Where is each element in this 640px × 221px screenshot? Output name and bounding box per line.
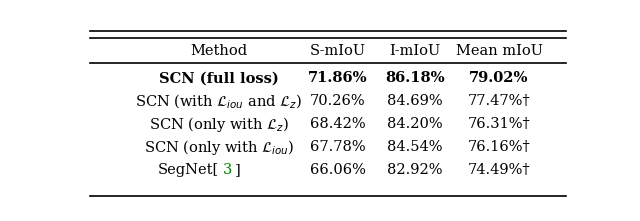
Text: 77.47%†: 77.47%† xyxy=(468,94,531,108)
Text: 84.20%: 84.20% xyxy=(387,117,443,131)
Text: 71.86%: 71.86% xyxy=(308,71,368,86)
Text: Mean mIoU: Mean mIoU xyxy=(456,44,543,58)
Text: 66.06%: 66.06% xyxy=(310,163,366,177)
Text: 84.54%: 84.54% xyxy=(387,140,442,154)
Text: 76.16%†: 76.16%† xyxy=(468,140,531,154)
Text: 82.92%: 82.92% xyxy=(387,163,442,177)
Text: 86.18%: 86.18% xyxy=(385,71,445,86)
Text: I-mIoU: I-mIoU xyxy=(389,44,440,58)
Text: 67.78%: 67.78% xyxy=(310,140,365,154)
Text: 3: 3 xyxy=(223,163,232,177)
Text: SCN (full loss): SCN (full loss) xyxy=(159,71,279,86)
Text: 76.31%†: 76.31%† xyxy=(468,117,531,131)
Text: SCN (only with $\mathcal{L}_{iou}$): SCN (only with $\mathcal{L}_{iou}$) xyxy=(144,138,294,157)
Text: SegNet[: SegNet[ xyxy=(157,163,219,177)
Text: SCN (with $\mathcal{L}_{iou}$ and $\mathcal{L}_z$): SCN (with $\mathcal{L}_{iou}$ and $\math… xyxy=(135,92,303,110)
Text: 79.02%: 79.02% xyxy=(469,71,529,86)
Text: SCN (only with $\mathcal{L}_z$): SCN (only with $\mathcal{L}_z$) xyxy=(149,115,289,134)
Text: Method: Method xyxy=(190,44,248,58)
Text: S-mIoU: S-mIoU xyxy=(310,44,366,58)
Text: 70.26%: 70.26% xyxy=(310,94,365,108)
Text: 84.69%: 84.69% xyxy=(387,94,443,108)
Text: ]: ] xyxy=(235,163,241,177)
Text: 74.49%†: 74.49%† xyxy=(468,163,531,177)
Text: 68.42%: 68.42% xyxy=(310,117,365,131)
